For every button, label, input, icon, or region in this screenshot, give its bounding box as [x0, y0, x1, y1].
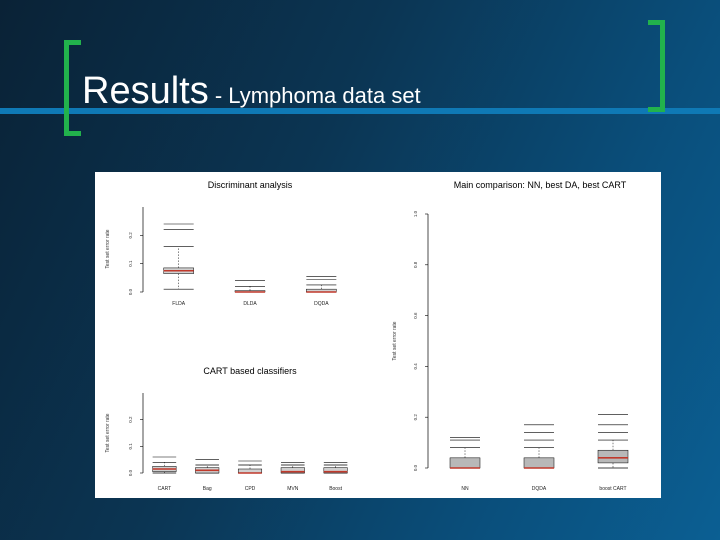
y-tick-label: 0.0: [128, 469, 133, 476]
slide-title-main: Results: [82, 70, 209, 112]
y-tick-label: 0.1: [128, 443, 133, 450]
box: [323, 467, 348, 474]
y-tick-label: 0.2: [128, 232, 133, 239]
x-tick-label: MVN: [287, 486, 299, 492]
box: [523, 457, 555, 469]
panel-title: Main comparison: NN, best DA, best CART: [454, 180, 627, 190]
y-tick-label: 0.6: [413, 312, 418, 319]
boxplot-figure: Discriminant analysis 0.0 0.1 0.2 Test set e…: [105, 180, 629, 492]
y-tick-label: 0.4: [413, 363, 418, 370]
y-tick-label: 0.1: [128, 260, 133, 267]
x-tick-label: DLDA: [243, 301, 257, 307]
y-axis-label: Test set error rate: [392, 321, 398, 360]
x-tick-label: boost CART: [599, 486, 626, 492]
y-tick-label: 0.2: [128, 416, 133, 423]
right-bracket-decoration: [648, 20, 665, 112]
y-tick-label: 0.0: [128, 288, 133, 295]
box: [280, 467, 305, 474]
x-tick-label: DQDA: [532, 486, 547, 492]
x-tick-label: CART: [158, 486, 172, 492]
y-tick-label: 0.8: [413, 261, 418, 268]
y-tick-label: 1.0: [413, 210, 418, 217]
chart-panel: Discriminant analysis 0.0 0.1 0.2 Test set e…: [95, 172, 661, 498]
x-tick-label: CPD: [245, 486, 256, 492]
x-tick-label: Bag: [203, 486, 212, 492]
slide-title-sub: - Lymphoma data set: [208, 83, 421, 108]
panel-title: Discriminant analysis: [208, 180, 293, 190]
y-axis-label: Test set error rate: [105, 229, 111, 268]
y-axis-label: Test set error rate: [105, 413, 111, 452]
box: [449, 457, 481, 469]
x-tick-label: NN: [461, 486, 469, 492]
left-bracket-decoration: [64, 40, 81, 136]
box: [597, 449, 629, 464]
y-tick-label: 0.0: [413, 464, 418, 471]
x-tick-label: DQDA: [314, 301, 329, 307]
x-tick-label: Boost: [329, 486, 342, 492]
panel-title: CART based classifiers: [203, 366, 297, 376]
slide-title: Results - Lymphoma data set: [82, 70, 421, 113]
x-tick-label: FLDA: [172, 301, 185, 307]
y-tick-label: 0.2: [413, 414, 418, 421]
header-stripe: [0, 108, 720, 114]
